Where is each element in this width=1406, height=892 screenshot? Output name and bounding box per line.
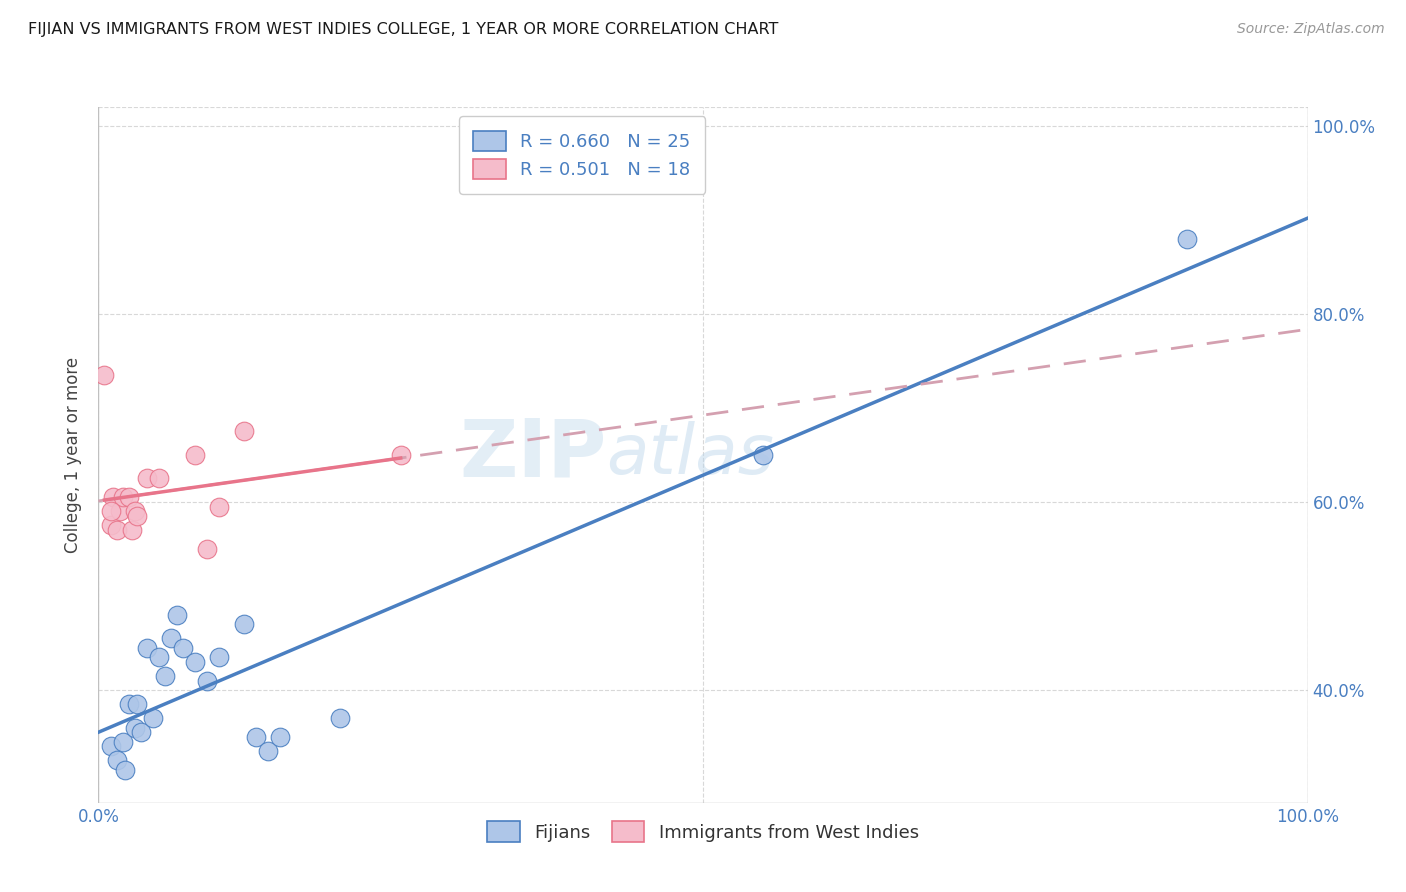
Point [127,509,149,524]
Point [184,655,207,669]
Point [135,471,157,485]
Point [100,739,122,754]
Point [100,504,122,518]
Point [118,697,141,711]
Point [135,640,157,655]
Point [269,730,291,744]
Point [329,711,352,725]
Point [166,607,188,622]
Point [105,523,128,537]
Point [124,504,146,518]
Point [256,744,278,758]
Point [101,490,124,504]
Text: atlas: atlas [606,421,775,489]
Point [245,730,267,744]
Point [1175,232,1198,246]
Point [172,640,194,655]
Point [121,523,143,537]
Point [184,448,207,462]
Point [93,368,115,382]
Point [208,500,231,514]
Point [195,673,218,688]
Text: Source: ZipAtlas.com: Source: ZipAtlas.com [1237,22,1385,37]
Point [148,471,170,485]
Y-axis label: College, 1 year or more: College, 1 year or more [65,357,83,553]
Point [389,448,412,462]
Point [153,669,176,683]
Point [105,754,128,768]
Point [232,425,254,439]
Point [114,763,136,777]
Point [142,711,165,725]
Point [111,734,134,748]
Point [148,650,170,665]
Point [118,490,141,504]
Point [100,518,122,533]
Legend: Fijians, Immigrants from West Indies: Fijians, Immigrants from West Indies [479,814,927,849]
Text: FIJIAN VS IMMIGRANTS FROM WEST INDIES COLLEGE, 1 YEAR OR MORE CORRELATION CHART: FIJIAN VS IMMIGRANTS FROM WEST INDIES CO… [28,22,779,37]
Point [160,632,183,646]
Point [752,448,775,462]
Point [195,541,218,556]
Point [129,725,152,739]
Point [127,697,149,711]
Point [111,490,134,504]
Point [208,650,231,665]
Point [108,504,131,518]
Text: ZIP: ZIP [458,416,606,494]
Point [124,721,146,735]
Point [232,617,254,632]
